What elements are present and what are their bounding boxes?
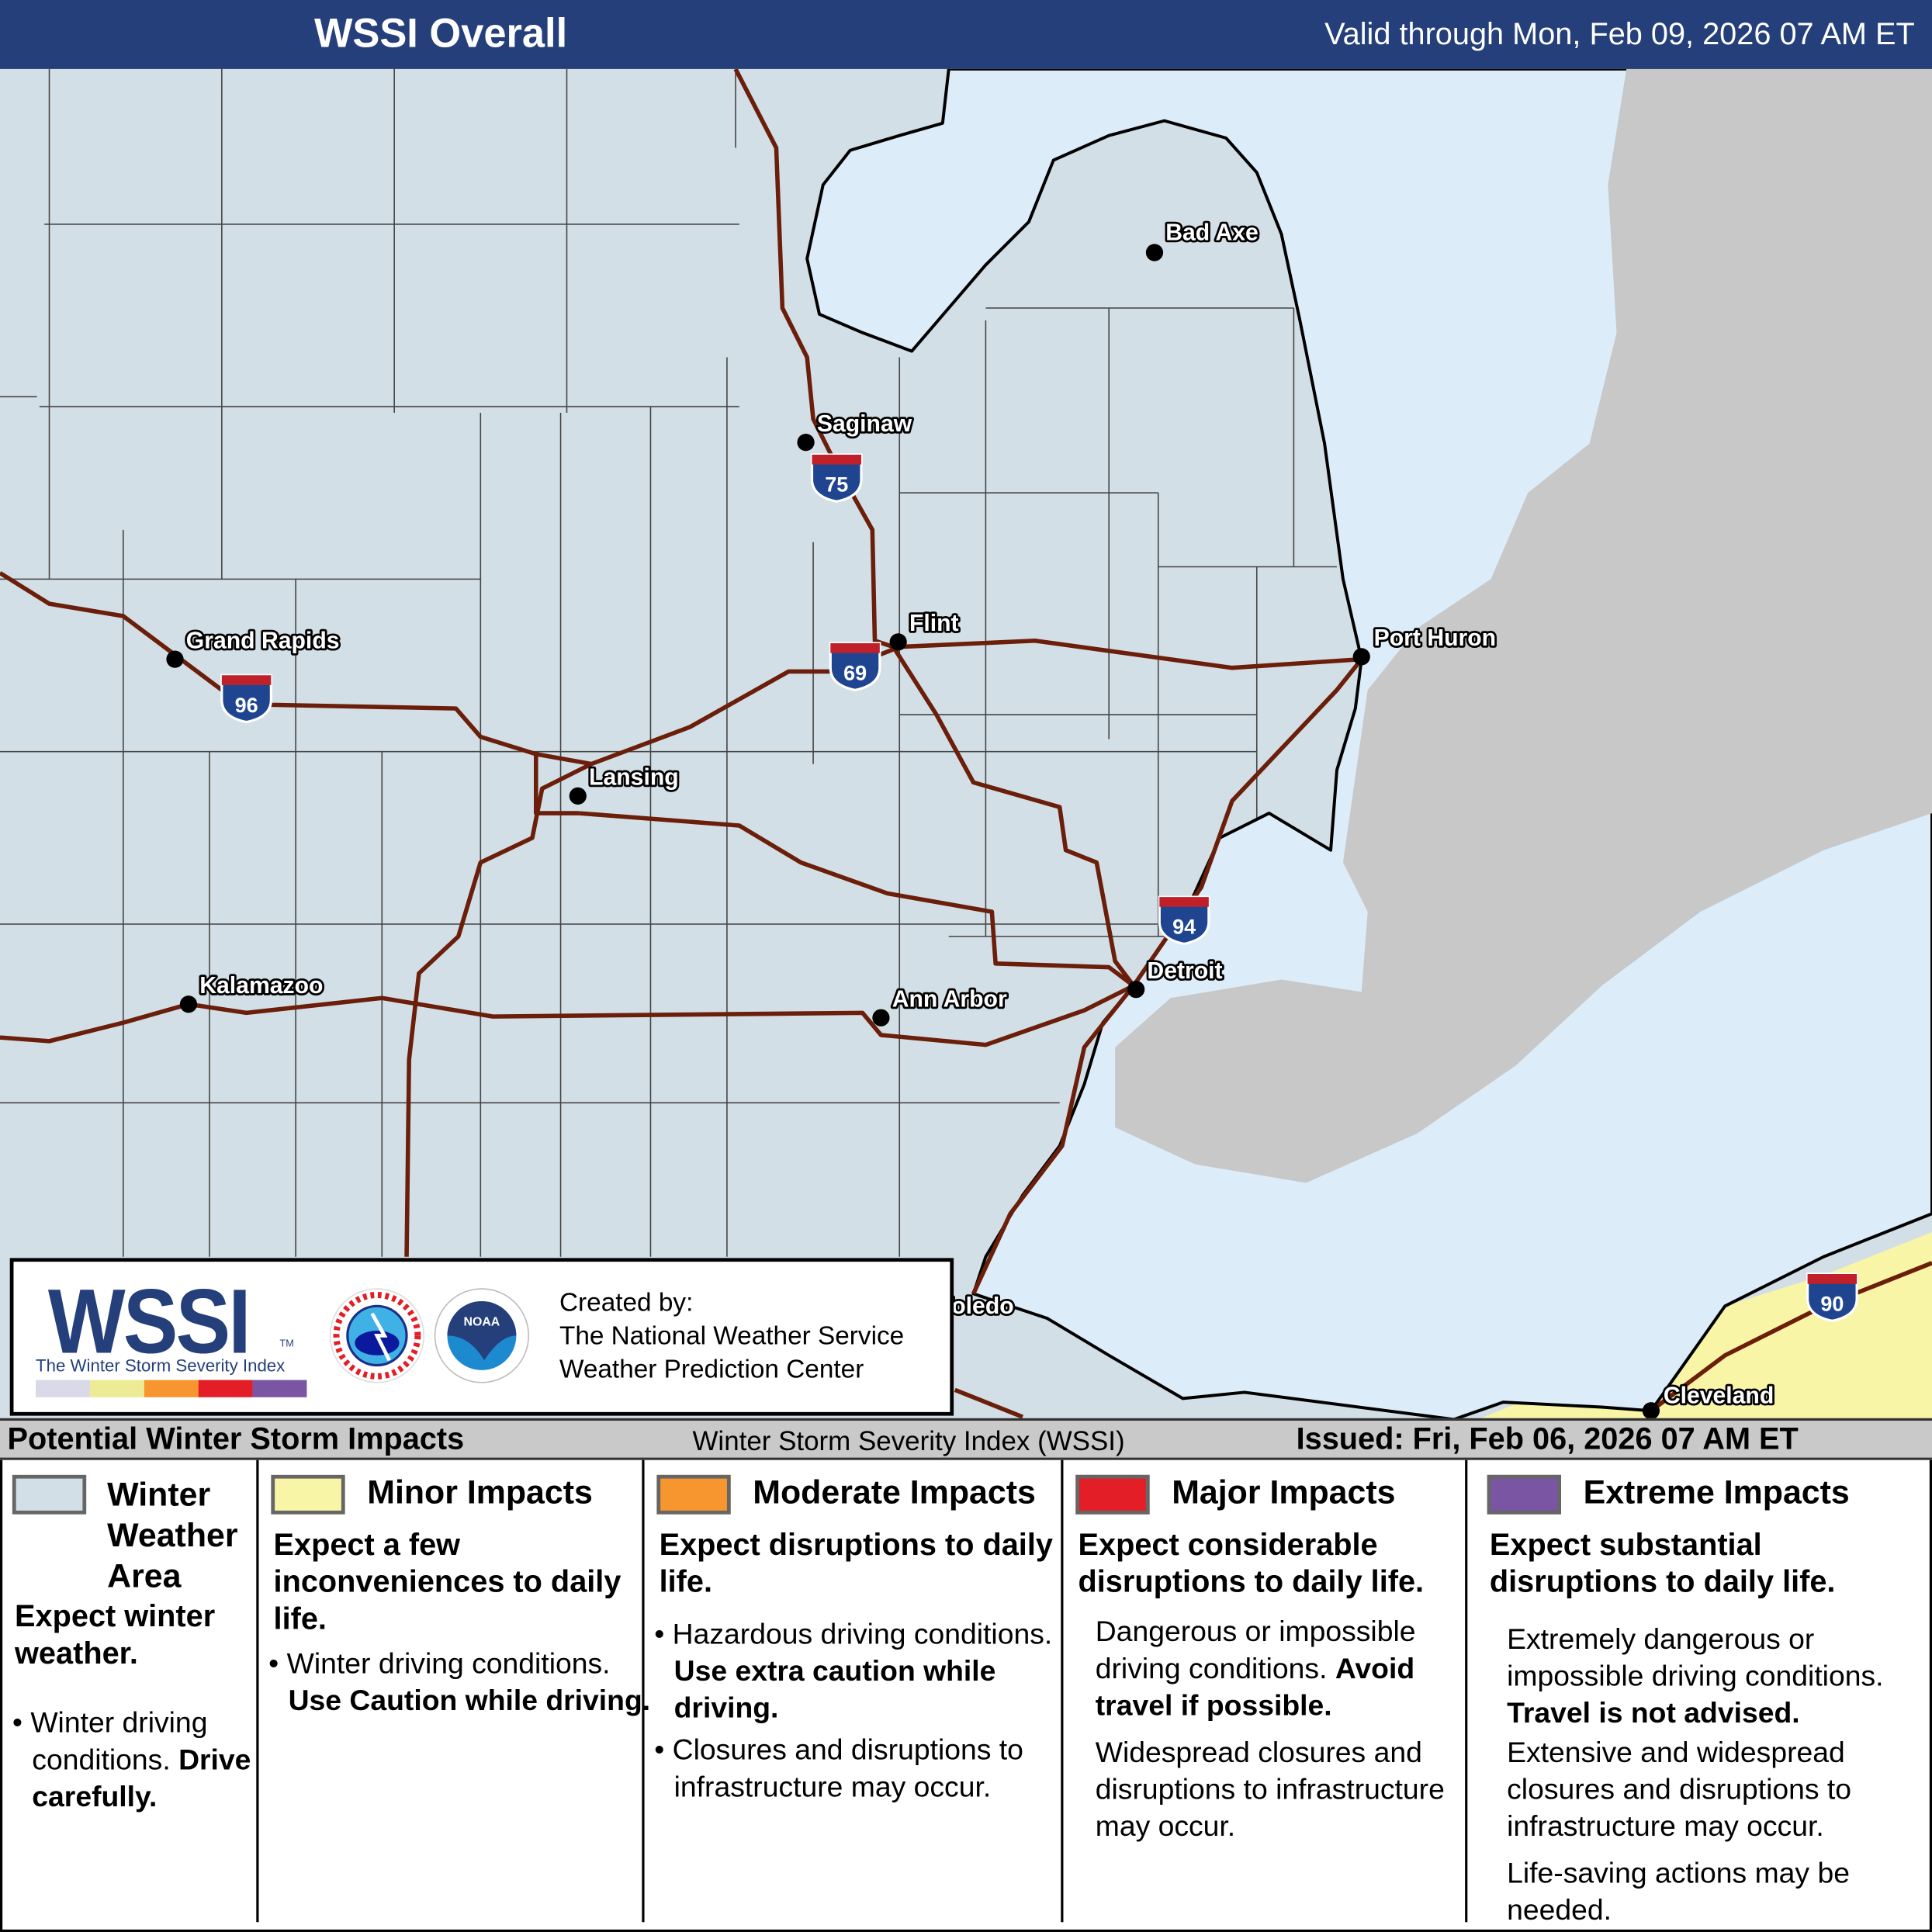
legend-bullet: • Closures and disruptions to infrastruc… [654,1733,1023,1803]
legend-head: Expect considerable disruptions to daily… [1078,1528,1425,1600]
svg-text:Detroit: Detroit [1147,958,1222,984]
legend-bullet: • Winter driving conditions. Drive caref… [12,1706,251,1813]
swatch-minor [271,1474,345,1515]
svg-text:Lansing: Lansing [589,765,679,791]
valid-through: Valid through Mon, Feb 09, 2026 07 AM ET [1324,17,1915,52]
ontario-land [1115,68,1932,1183]
legend-moderate: Moderate Impacts Expect disruptions to d… [642,1459,1063,1923]
legend-header-strip: Potential Winter Storm Impacts Winter St… [0,1418,1932,1460]
road-i90 [954,1261,1932,1419]
legend-title: Extreme Impacts [1583,1473,1850,1511]
city-bad-axe: Bad Axe [1145,218,1261,261]
city-port-huron: Port Huron [1352,623,1498,666]
svg-text:90: 90 [1820,1293,1844,1316]
svg-text:Bad Axe: Bad Axe [1165,220,1259,246]
city-grand-rapids: Grand Rapids [166,626,341,668]
road-i75 [733,68,1136,1295]
shield-i69-icon: 69 [829,642,881,691]
legend-winter-weather-area: Winter Weather Area Expect winter weather.… [2,1460,256,1923]
org-wpc: Weather Prediction Center [559,1355,864,1384]
map-title: WSSI Overall [313,9,568,56]
legend-bullet: • Winter driving conditions. Use Caution… [268,1647,651,1717]
legend-head: Expect a few inconveniences to daily lif… [273,1528,621,1636]
trademark: TM [279,1338,294,1349]
nws-seal-icon [329,1288,425,1383]
city-kalamazoo: Kalamazoo [179,971,325,1013]
svg-text:69: 69 [843,662,867,685]
legend-extreme: Extreme Impacts Expect substantial disru… [1465,1459,1932,1926]
wssi-map: Bad Axe Saginaw Flint Grand Rapids Lansi… [0,68,1932,1420]
swatch-extreme [1487,1474,1562,1515]
shield-i94-icon: 94 [1158,895,1210,946]
legend-head: Expect substantial disruptions to daily … [1489,1528,1836,1600]
noaa-seal-icon: NOAA [434,1288,530,1383]
city-saginaw: Saginaw [797,409,915,452]
shield-i96-icon: 96 [220,673,272,724]
swatch-winter [12,1474,87,1515]
legend-para: Life-saving actions may be needed. [1507,1857,1850,1927]
swatch-moderate [656,1474,731,1515]
svg-text:Ann Arbor: Ann Arbor [892,986,1007,1012]
svg-text:Saginaw: Saginaw [817,411,912,437]
svg-text:Port Huron: Port Huron [1374,625,1496,651]
strip-title: Potential Winter Storm Impacts [7,1421,465,1457]
legend-para: Widespread closures and disruptions to i… [1095,1736,1445,1843]
interstate-shields: 75 69 96 94 90 [220,453,1858,1322]
shield-i90-icon: 90 [1806,1272,1858,1322]
header-bar: WSSI Overall Valid through Mon, Feb 09, … [0,0,1932,69]
svg-text:96: 96 [235,694,258,717]
legend-title: Minor Impacts [367,1473,593,1511]
city-ann-arbor: Ann Arbor [872,985,1009,1027]
legend-head: Expect disruptions to daily life. [659,1528,1053,1600]
legend-title: Moderate Impacts [753,1473,1036,1511]
city-flint: Flint [889,608,961,651]
svg-text:Flint: Flint [909,611,959,636]
credits-box: WSSI TM The Winter Storm Severity Index … [9,1258,954,1416]
legend-bullet: • Hazardous driving conditions. Use extr… [654,1618,1053,1724]
svg-text:Cleveland: Cleveland [1664,1383,1774,1409]
county-lines [0,68,1337,1257]
legend-para: Extremely dangerous or impossible drivin… [1507,1622,1884,1729]
svg-text:75: 75 [825,473,848,497]
issued-time: Issued: Fri, Feb 06, 2026 07 AM ET [1296,1421,1799,1457]
city-markers: Bad Axe Saginaw Flint Grand Rapids Lansi… [166,218,1776,1420]
svg-text:Kalamazoo: Kalamazoo [199,973,323,999]
legend-title: Winter Weather Area [107,1476,238,1594]
legend-para: Dangerous or impossible driving conditio… [1095,1615,1416,1722]
credits-text: Created by: The National Weather Service… [559,1286,904,1387]
wssi-logo: WSSI [47,1270,251,1373]
legend-major: Major Impacts Expect considerable disrup… [1061,1459,1467,1923]
wssi-subtitle: The Winter Storm Severity Index [36,1355,286,1376]
shield-i75-icon: 75 [810,453,863,503]
strip-index-name: Winter Storm Severity Index (WSSI) [692,1425,1125,1457]
road-i94 [0,657,1363,1047]
svg-text:94: 94 [1172,916,1196,939]
impact-legend: Winter Weather Area Expect winter weather.… [0,1459,1932,1932]
legend-para: Extensive and widespread closures and di… [1507,1736,1852,1843]
created-by: Created by: [559,1289,694,1317]
road-us127 [534,753,580,815]
wssi-color-bar [36,1380,307,1397]
legend-minor: Minor Impacts Expect a few inconvenience… [256,1459,650,1923]
city-lansing: Lansing [569,763,680,805]
legend-title: Major Impacts [1172,1473,1396,1511]
city-detroit: Detroit [1127,956,1224,999]
org-nws: The National Weather Service [559,1321,905,1351]
svg-text:Grand Rapids: Grand Rapids [186,628,340,653]
legend-head: Expect winter weather. [15,1599,216,1671]
svg-text:NOAA: NOAA [464,1316,500,1329]
city-cleveland: Cleveland [1642,1381,1776,1420]
swatch-major [1075,1474,1150,1515]
